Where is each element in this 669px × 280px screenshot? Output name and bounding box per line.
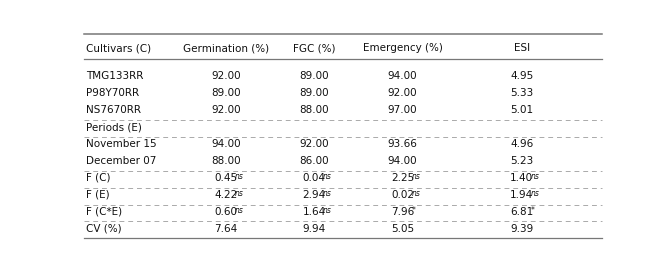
Text: ns: ns (323, 206, 332, 215)
Text: NS7670RR: NS7670RR (86, 105, 141, 115)
Text: 6.81: 6.81 (510, 207, 533, 217)
Text: 88.00: 88.00 (300, 105, 329, 115)
Text: F (C*E): F (C*E) (86, 207, 122, 217)
Text: 9.39: 9.39 (510, 224, 533, 234)
Text: 5.23: 5.23 (510, 156, 533, 166)
Text: 5.33: 5.33 (510, 88, 533, 98)
Text: 2.94: 2.94 (302, 190, 326, 200)
Text: 1.64: 1.64 (302, 207, 326, 217)
Text: 92.00: 92.00 (211, 105, 241, 115)
Text: ns: ns (235, 172, 244, 181)
Text: 89.00: 89.00 (300, 71, 329, 81)
Text: ns: ns (531, 189, 539, 198)
Text: 4.95: 4.95 (510, 71, 533, 81)
Text: ns: ns (531, 172, 539, 181)
Text: 4.96: 4.96 (510, 139, 533, 149)
Text: Germination (%): Germination (%) (183, 43, 269, 53)
Text: 89.00: 89.00 (211, 88, 241, 98)
Text: 0.45: 0.45 (215, 173, 237, 183)
Text: *: * (411, 206, 415, 215)
Text: 4.22: 4.22 (215, 190, 238, 200)
Text: 92.00: 92.00 (211, 71, 241, 81)
Text: P98Y70RR: P98Y70RR (86, 88, 139, 98)
Text: 94.00: 94.00 (387, 156, 417, 166)
Text: Cultivars (C): Cultivars (C) (86, 43, 151, 53)
Text: F (C): F (C) (86, 173, 110, 183)
Text: 1.94: 1.94 (510, 190, 533, 200)
Text: 89.00: 89.00 (300, 88, 329, 98)
Text: 88.00: 88.00 (211, 156, 241, 166)
Text: ns: ns (323, 189, 332, 198)
Text: Periods (E): Periods (E) (86, 122, 142, 132)
Text: Emergency (%): Emergency (%) (363, 43, 442, 53)
Text: ns: ns (235, 206, 244, 215)
Text: December 07: December 07 (86, 156, 157, 166)
Text: ESI: ESI (514, 43, 530, 53)
Text: ns: ns (323, 172, 332, 181)
Text: 2.25: 2.25 (391, 173, 414, 183)
Text: 0.04: 0.04 (303, 173, 326, 183)
Text: 86.00: 86.00 (300, 156, 329, 166)
Text: F (E): F (E) (86, 190, 110, 200)
Text: 7.64: 7.64 (215, 224, 238, 234)
Text: TMG133RR: TMG133RR (86, 71, 144, 81)
Text: 93.66: 93.66 (387, 139, 417, 149)
Text: 0.60: 0.60 (215, 207, 237, 217)
Text: 94.00: 94.00 (387, 71, 417, 81)
Text: ns: ns (411, 172, 420, 181)
Text: 97.00: 97.00 (387, 105, 417, 115)
Text: FGC (%): FGC (%) (293, 43, 336, 53)
Text: 7.96: 7.96 (391, 207, 414, 217)
Text: 9.94: 9.94 (302, 224, 326, 234)
Text: 5.05: 5.05 (391, 224, 414, 234)
Text: ns: ns (235, 189, 244, 198)
Text: 0.02: 0.02 (391, 190, 414, 200)
Text: 92.00: 92.00 (300, 139, 329, 149)
Text: ns: ns (411, 189, 420, 198)
Text: *: * (531, 206, 535, 215)
Text: November 15: November 15 (86, 139, 157, 149)
Text: CV (%): CV (%) (86, 224, 122, 234)
Text: 94.00: 94.00 (211, 139, 241, 149)
Text: 1.40: 1.40 (510, 173, 533, 183)
Text: 5.01: 5.01 (510, 105, 533, 115)
Text: 92.00: 92.00 (387, 88, 417, 98)
